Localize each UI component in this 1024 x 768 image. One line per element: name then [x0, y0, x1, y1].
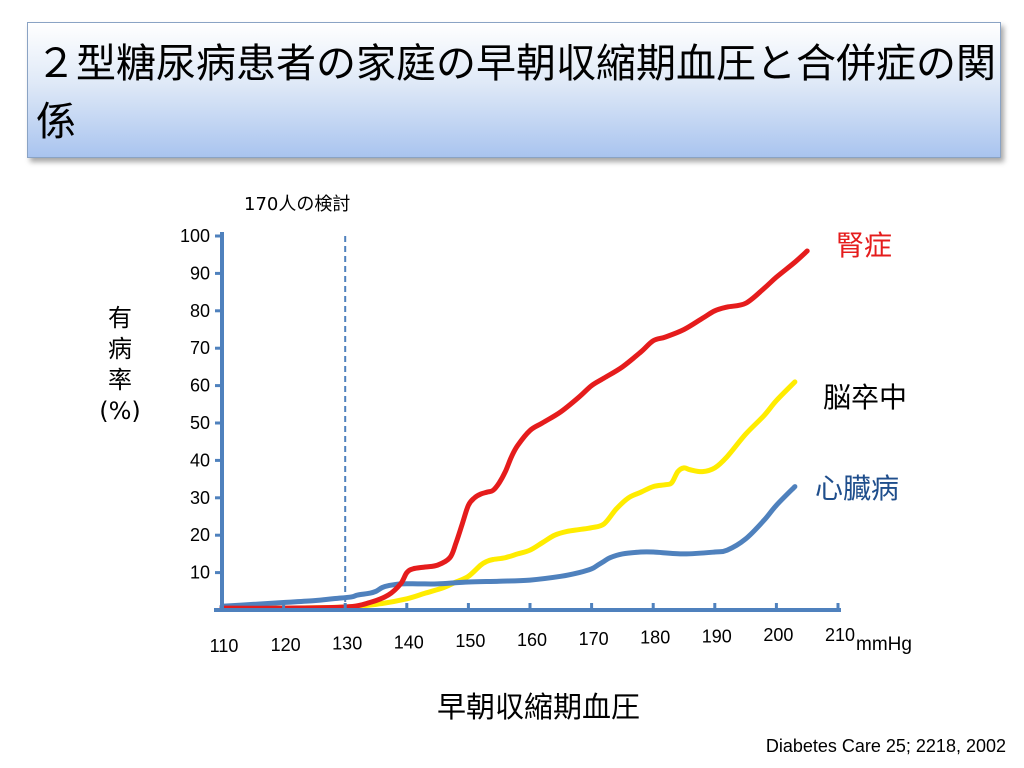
- x-tick-label: 110: [210, 636, 239, 656]
- y-axis-label-char: 率: [108, 366, 132, 394]
- x-axis-label: 早朝収縮期血圧: [437, 690, 641, 724]
- annotation-label: 170人の検討: [244, 194, 351, 215]
- x-tick-label: 170: [579, 629, 609, 649]
- y-tick-label: 80: [190, 301, 210, 321]
- x-tick-label: 190: [702, 626, 732, 646]
- x-tick-label: 200: [763, 625, 793, 645]
- x-axis-unit: mmHg: [856, 634, 912, 655]
- y-tick-label: 100: [180, 226, 210, 246]
- y-axis-label-char: 有: [108, 304, 132, 332]
- slide-title: ２型糖尿病患者の家庭の早朝収縮期血圧と合併症の関係: [36, 41, 996, 145]
- y-tick-label: 30: [190, 488, 210, 508]
- x-tick-label: 140: [394, 632, 424, 652]
- x-tick-label: 120: [271, 635, 301, 655]
- title-box: ２型糖尿病患者の家庭の早朝収縮期血圧と合併症の関係: [27, 22, 1001, 158]
- citation: Diabetes Care 25; 2218, 2002: [765, 736, 1006, 756]
- y-axis-label: 有 病 率 (%): [96, 303, 144, 427]
- x-tick-label: 180: [640, 628, 670, 648]
- y-tick-label: 20: [190, 525, 210, 545]
- legend-label-stroke: 脳卒中: [823, 381, 908, 414]
- y-axis-label-char: (%): [99, 397, 141, 425]
- x-tick-label: 130: [332, 634, 362, 654]
- y-tick-label: 70: [190, 338, 210, 358]
- y-axis-label-char: 病: [108, 335, 132, 363]
- y-tick-label: 50: [190, 413, 210, 433]
- series-line-heart-disease: [219, 484, 798, 609]
- y-tick-label: 60: [190, 376, 210, 396]
- y-tick-label: 10: [190, 563, 210, 583]
- y-tick-label: 40: [190, 450, 210, 470]
- x-tick-label: 210: [825, 625, 855, 645]
- x-tick-label: 150: [455, 631, 485, 651]
- series-line-stroke: [219, 379, 798, 611]
- y-tick-label: 90: [190, 263, 210, 283]
- series-line-nephropathy: [219, 248, 810, 611]
- legend-label-nephropathy: 腎症: [836, 229, 893, 262]
- legend-label-heart-disease: 心臓病: [815, 472, 900, 505]
- x-tick-label: 160: [517, 630, 547, 650]
